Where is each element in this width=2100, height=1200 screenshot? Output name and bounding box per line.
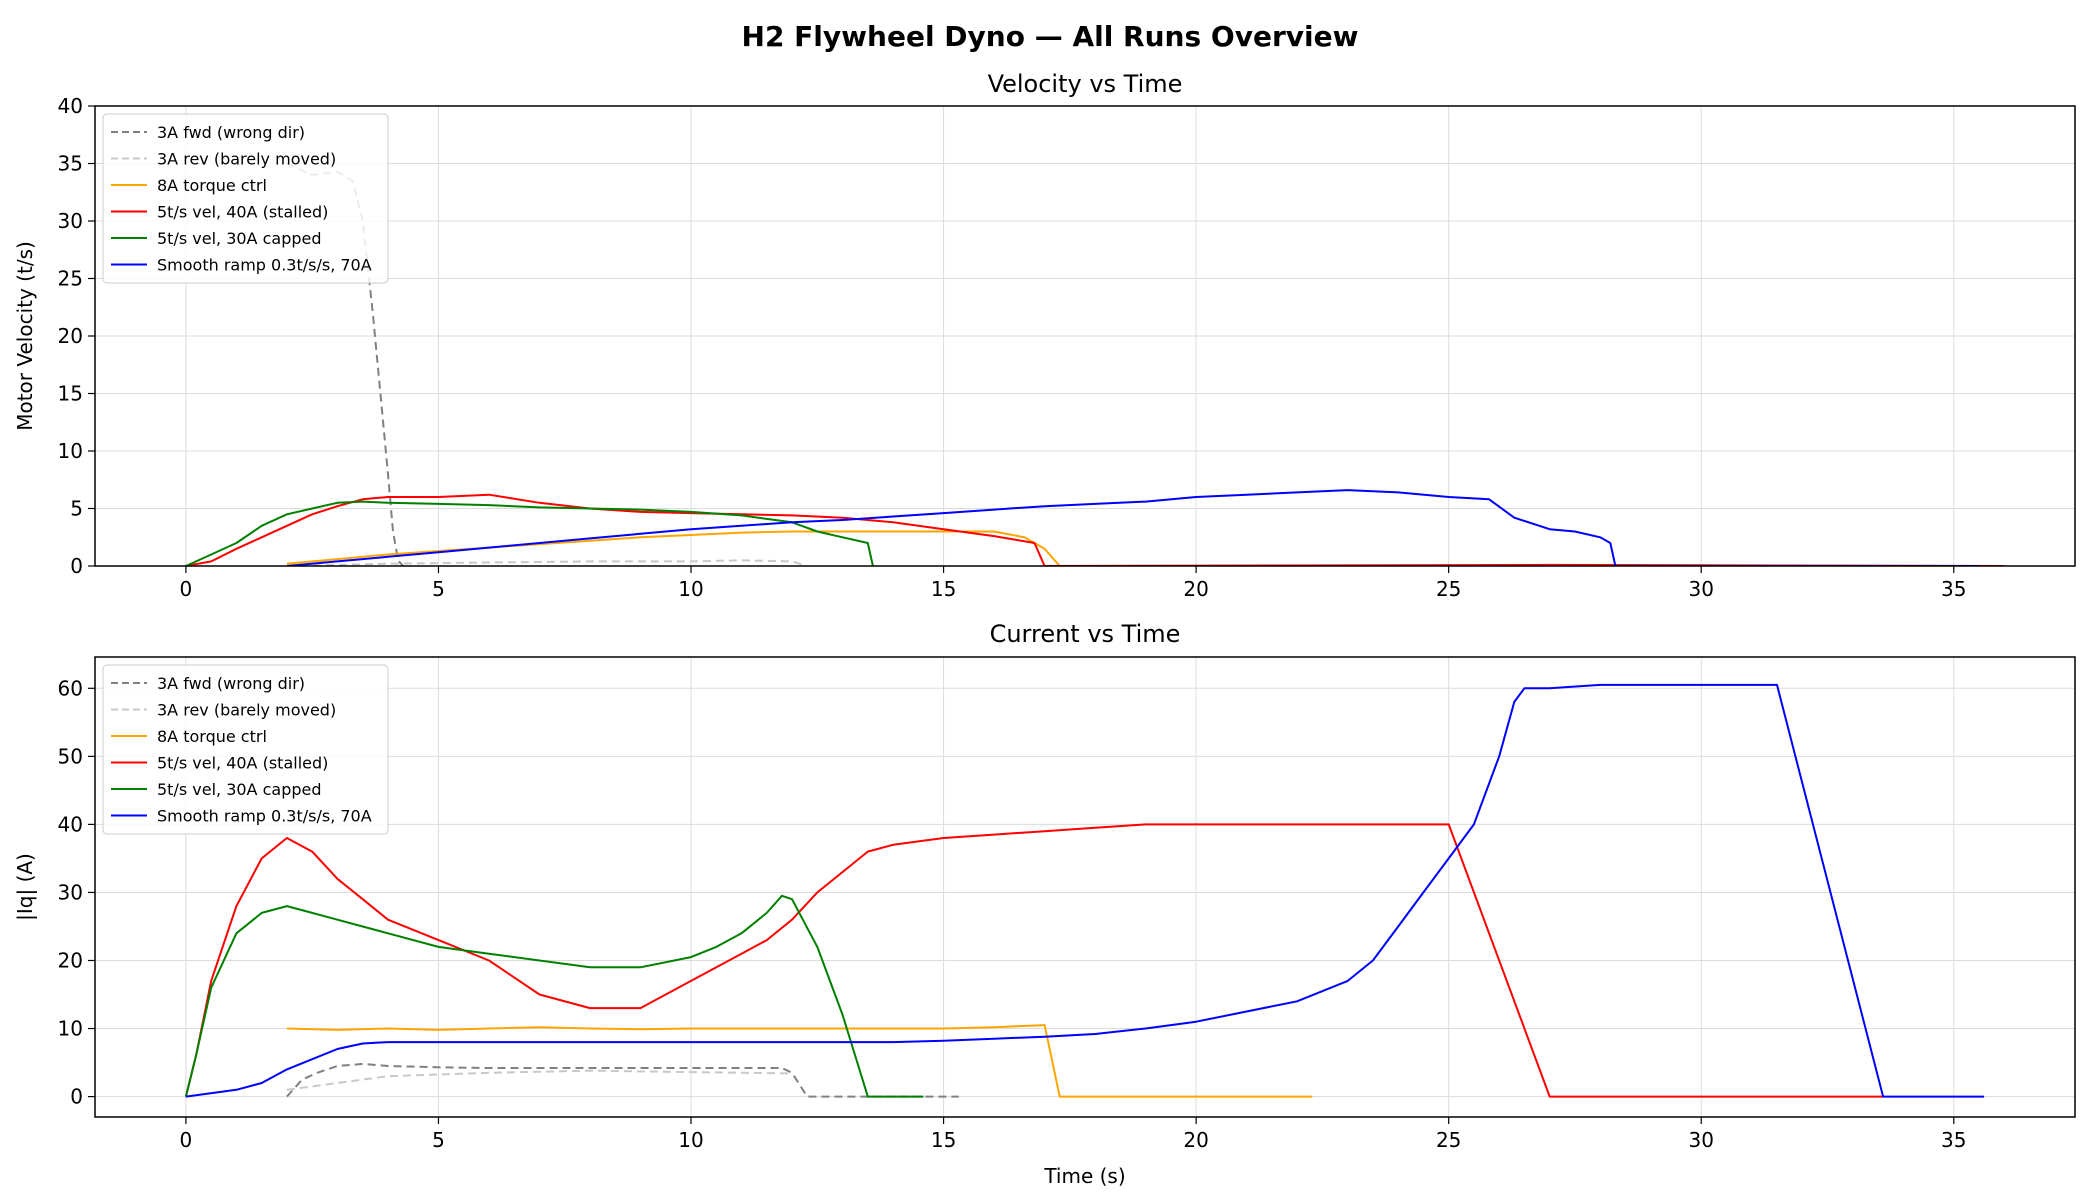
chart-0-legend-label-4: 5t/s vel, 30A capped xyxy=(157,229,322,248)
chart-1-ytick-label-1: 10 xyxy=(58,1017,83,1041)
chart-1-xtick-label-1: 5 xyxy=(432,1128,445,1152)
chart-1-series-4 xyxy=(184,894,924,1098)
chart-0-ytick-label-0: 0 xyxy=(70,554,83,578)
chart-1-legend-label-2: 8A torque ctrl xyxy=(157,727,267,746)
chart-1-ytick-label-5: 50 xyxy=(58,744,83,768)
chart-0-xtick-label-1: 5 xyxy=(432,577,445,601)
chart-0-ytick-label-5: 25 xyxy=(58,267,83,291)
chart-1-xtick-label-3: 15 xyxy=(931,1128,956,1152)
chart-1-ytick-label-2: 20 xyxy=(58,948,83,972)
chart-1-series-1 xyxy=(286,1069,793,1091)
chart-1-series-0 xyxy=(286,1062,959,1098)
chart-1-legend-label-5: Smooth ramp 0.3t/s/s, 70A xyxy=(157,807,372,826)
chart-0-xtick-label-4: 20 xyxy=(1183,577,1208,601)
chart-1-ytick-label-6: 60 xyxy=(58,676,83,700)
chart-0-legend-label-1: 3A rev (barely moved) xyxy=(157,150,336,169)
chart-1-ylabel: |Iq| (A) xyxy=(13,853,37,921)
chart-0-ytick-label-3: 15 xyxy=(58,382,83,406)
chart-1-xtick-label-6: 30 xyxy=(1688,1128,1713,1152)
chart-0-ytick-label-2: 10 xyxy=(58,439,83,463)
chart-0-series-4 xyxy=(185,500,874,566)
chart-1-series-3 xyxy=(184,823,1884,1098)
chart-1-xtick-label-5: 25 xyxy=(1436,1128,1461,1152)
chart-0-series-5 xyxy=(286,489,1979,566)
current-panel: Current vs Time 0 5 10 15 20 25 30 35 0 10 20 30 40 50… xyxy=(13,620,2076,1188)
chart-1-frame xyxy=(94,656,2076,1118)
chart-0-legend-box xyxy=(102,113,389,284)
chart-0-legend-label-0: 3A fwd (wrong dir) xyxy=(157,123,305,142)
chart-1-ytick-label-4: 40 xyxy=(58,812,83,836)
chart-0-ytick-label-6: 30 xyxy=(58,209,83,233)
chart-0-title: Velocity vs Time xyxy=(988,70,1183,98)
chart-0-legend-label-5: Smooth ramp 0.3t/s/s, 70A xyxy=(157,256,372,275)
chart-1-legend-label-0: 3A fwd (wrong dir) xyxy=(157,674,305,693)
chart-0-xtick-label-6: 30 xyxy=(1688,577,1713,601)
figure-title: H2 Flywheel Dyno — All Runs Overview xyxy=(742,20,1359,53)
chart-0-series-group xyxy=(185,162,2005,566)
chart-1-legend-label-3: 5t/s vel, 40A (stalled) xyxy=(157,754,328,773)
chart-0-legend-label-2: 8A torque ctrl xyxy=(157,176,267,195)
chart-1-ytick-label-0: 0 xyxy=(70,1085,83,1109)
chart-0-legend-label-3: 5t/s vel, 40A (stalled) xyxy=(157,203,328,222)
chart-1-legend-label-1: 3A rev (barely moved) xyxy=(157,701,336,720)
chart-1-xtick-label-4: 20 xyxy=(1183,1128,1208,1152)
chart-1-series-2 xyxy=(286,1024,1313,1098)
chart-1-xtick-label-0: 0 xyxy=(180,1128,193,1152)
chart-1-ytick-label-3: 30 xyxy=(58,880,83,904)
chart-1-title: Current vs Time xyxy=(990,620,1181,648)
chart-1-legend-label-4: 5t/s vel, 30A capped xyxy=(157,780,322,799)
chart-0-ytick-label-4: 20 xyxy=(58,324,83,348)
chart-0-ytick-label-7: 35 xyxy=(58,152,83,176)
chart-1-xtick-label-7: 35 xyxy=(1941,1128,1966,1152)
chart-1-legend-box xyxy=(102,664,389,835)
chart-0-series-2 xyxy=(286,530,1313,566)
chart-0-ytick-label-1: 5 xyxy=(70,497,83,521)
chart-0-series-3 xyxy=(185,493,2005,566)
chart-0-xtick-label-2: 10 xyxy=(678,577,703,601)
chart-1-legend: 3A fwd (wrong dir) 3A rev (barely moved) 8… xyxy=(102,664,389,835)
chart-1-xtick-label-2: 10 xyxy=(678,1128,703,1152)
chart-0-ytick-label-8: 40 xyxy=(58,94,83,118)
chart-0-xtick-label-0: 0 xyxy=(180,577,193,601)
chart-1-series-5 xyxy=(185,683,1985,1098)
chart-0-xtick-label-3: 15 xyxy=(931,577,956,601)
chart-0-xtick-label-5: 25 xyxy=(1436,577,1461,601)
chart-0-series-1 xyxy=(286,559,808,566)
chart-0-legend: 3A fwd (wrong dir) 3A rev (barely moved) 8… xyxy=(102,113,389,284)
chart-1-series-group xyxy=(184,683,1985,1098)
chart-0-ylabel: Motor Velocity (t/s) xyxy=(13,241,37,431)
chart-0-xtick-label-7: 35 xyxy=(1941,577,1966,601)
velocity-panel: Velocity vs Time 0 5 10 15 20 25 30 35 0 5 10 15 20 25… xyxy=(13,70,2076,601)
chart-1-xlabel: Time (s) xyxy=(1043,1164,1125,1188)
